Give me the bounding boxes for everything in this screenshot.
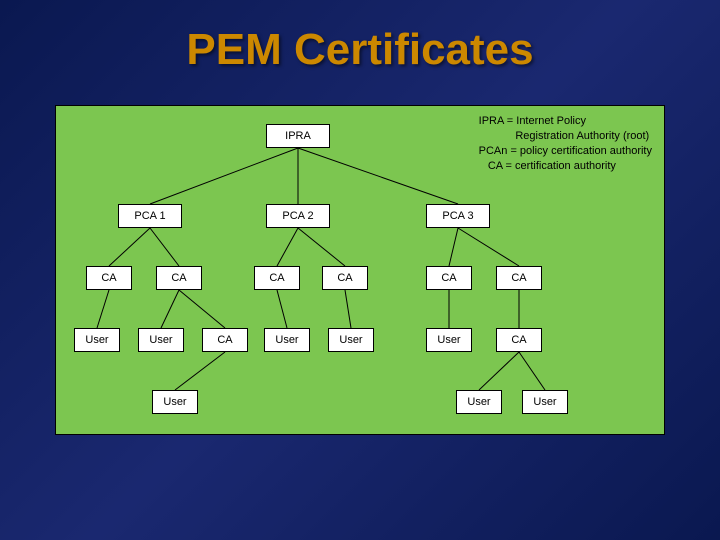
- node-ca7: CA: [202, 328, 248, 352]
- legend-line: PCAn = policy certification authority: [479, 144, 652, 159]
- edge: [479, 352, 519, 390]
- node-u1: User: [74, 328, 120, 352]
- edge: [277, 290, 287, 328]
- node-ca8: CA: [496, 328, 542, 352]
- legend: IPRA = Internet Policy Registration Auth…: [479, 114, 652, 173]
- node-ca6: CA: [496, 266, 542, 290]
- node-pca2: PCA 2: [266, 204, 330, 228]
- node-ca4: CA: [322, 266, 368, 290]
- node-u5: User: [426, 328, 472, 352]
- edge: [519, 352, 545, 390]
- edge: [298, 228, 345, 266]
- legend-line: CA = certification authority: [479, 159, 652, 174]
- node-pca1: PCA 1: [118, 204, 182, 228]
- edge: [298, 148, 458, 204]
- legend-line: IPRA = Internet Policy: [479, 114, 652, 129]
- node-ca1: CA: [86, 266, 132, 290]
- node-pca3: PCA 3: [426, 204, 490, 228]
- node-u7: User: [456, 390, 502, 414]
- node-u2: User: [138, 328, 184, 352]
- edge: [345, 290, 351, 328]
- edge: [97, 290, 109, 328]
- edge: [175, 352, 225, 390]
- edge: [179, 290, 225, 328]
- edge: [150, 228, 179, 266]
- edge: [161, 290, 179, 328]
- node-ipra: IPRA: [266, 124, 330, 148]
- edge: [449, 228, 458, 266]
- node-ca2: CA: [156, 266, 202, 290]
- node-u6: User: [152, 390, 198, 414]
- node-ca3: CA: [254, 266, 300, 290]
- edge: [150, 148, 298, 204]
- node-ca5: CA: [426, 266, 472, 290]
- edge: [458, 228, 519, 266]
- diagram-panel: IPRA = Internet Policy Registration Auth…: [55, 105, 665, 435]
- legend-line: Registration Authority (root): [479, 129, 652, 144]
- node-u8: User: [522, 390, 568, 414]
- node-u4: User: [328, 328, 374, 352]
- edge: [109, 228, 150, 266]
- page-title: PEM Certificates: [0, 0, 720, 75]
- node-u3: User: [264, 328, 310, 352]
- edge: [277, 228, 298, 266]
